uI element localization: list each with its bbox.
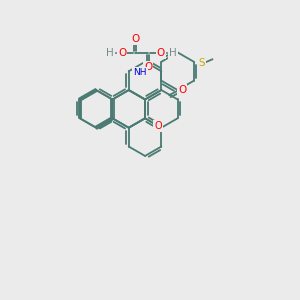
Text: S: S	[198, 58, 205, 68]
Text: H: H	[169, 48, 177, 58]
Text: O: O	[157, 48, 165, 58]
Text: H: H	[106, 48, 114, 58]
Text: O: O	[131, 34, 139, 44]
Text: O: O	[144, 62, 152, 72]
Text: NH: NH	[133, 68, 147, 77]
Text: O: O	[178, 85, 186, 95]
Text: O: O	[154, 121, 162, 131]
Text: O: O	[118, 48, 126, 58]
